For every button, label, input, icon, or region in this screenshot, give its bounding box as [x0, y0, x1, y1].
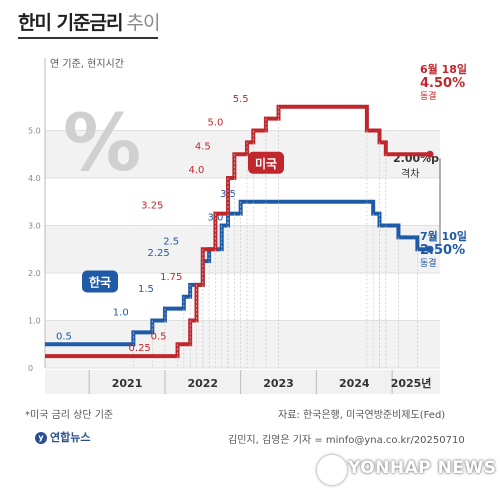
data-label: 1.5	[138, 284, 154, 295]
x-tick-label: 2023	[263, 377, 294, 390]
logo-text: 연합뉴스	[50, 431, 91, 444]
chart-note: 연 기준, 현지시간	[50, 58, 124, 70]
footnote: *미국 금리 상단 기준	[25, 410, 114, 421]
us-line	[45, 104, 430, 359]
us-badge	[248, 151, 284, 174]
x-tick-label: 2021	[112, 377, 143, 390]
korea-end-status: 동결	[420, 258, 437, 269]
data-label: 1.0	[113, 308, 129, 319]
logo-icon: y	[35, 432, 47, 444]
y-tick-label: 0	[28, 364, 33, 373]
x-tick-label: 2022	[187, 377, 218, 390]
us-end-status: 동결	[420, 91, 437, 102]
x-tick-label: 2025년	[391, 376, 432, 390]
data-label: 0.25	[129, 343, 151, 354]
y-tick-label: 4.0	[28, 174, 41, 183]
percent-symbol: %	[63, 99, 141, 189]
data-label: 4.5	[195, 141, 211, 152]
data-label: 5.5	[233, 94, 249, 105]
korea-badge	[82, 270, 118, 293]
source-text: 자료: 한국은행, 미국연방준비제도(Fed)	[278, 410, 446, 421]
grid-band	[45, 225, 440, 273]
chart-title: 한미 기준금리 추이	[18, 8, 161, 35]
watermark: YONHAP NEWS	[348, 458, 497, 478]
yonhap-logo: y 연합뉴스	[35, 429, 90, 445]
korea-badge-label: 한국	[89, 275, 111, 290]
data-label: 1.75	[160, 272, 182, 283]
y-tick-label: 5.0	[28, 127, 41, 136]
data-label: 5.0	[207, 118, 223, 129]
title-main: 한미 기준금리	[18, 12, 123, 34]
data-label: 4.0	[189, 165, 205, 176]
title-sub: 추이	[126, 12, 161, 34]
us-end-date: 6월 18일	[420, 62, 467, 76]
us-badge-label: 미국	[255, 156, 277, 171]
title-underline	[18, 37, 158, 39]
data-label: 0.5	[151, 331, 167, 342]
us-end-value: 4.50%	[420, 76, 465, 91]
credit-text: 김민지, 김영은 기자 = minfo@yna.co.kr/20250710	[228, 435, 465, 446]
korea-end-date: 7월 10일	[420, 229, 467, 243]
data-label: 2.25	[147, 248, 169, 259]
korea-end-value: 2.50%	[420, 243, 465, 258]
data-label: 3.25	[141, 201, 163, 212]
x-axis-strip	[45, 370, 440, 394]
gap-text: 격차	[401, 167, 419, 180]
data-label: 0.5	[56, 331, 72, 342]
y-tick-label: 1.0	[28, 317, 41, 326]
x-tick-label: 2024	[339, 377, 370, 390]
watermark-icon	[317, 455, 347, 485]
korea-end-point	[426, 245, 434, 253]
data-label: 2.5	[163, 236, 179, 247]
y-tick-label: 2.0	[28, 269, 41, 278]
us-end-point	[426, 150, 434, 158]
y-tick-label: 3.0	[28, 222, 41, 231]
